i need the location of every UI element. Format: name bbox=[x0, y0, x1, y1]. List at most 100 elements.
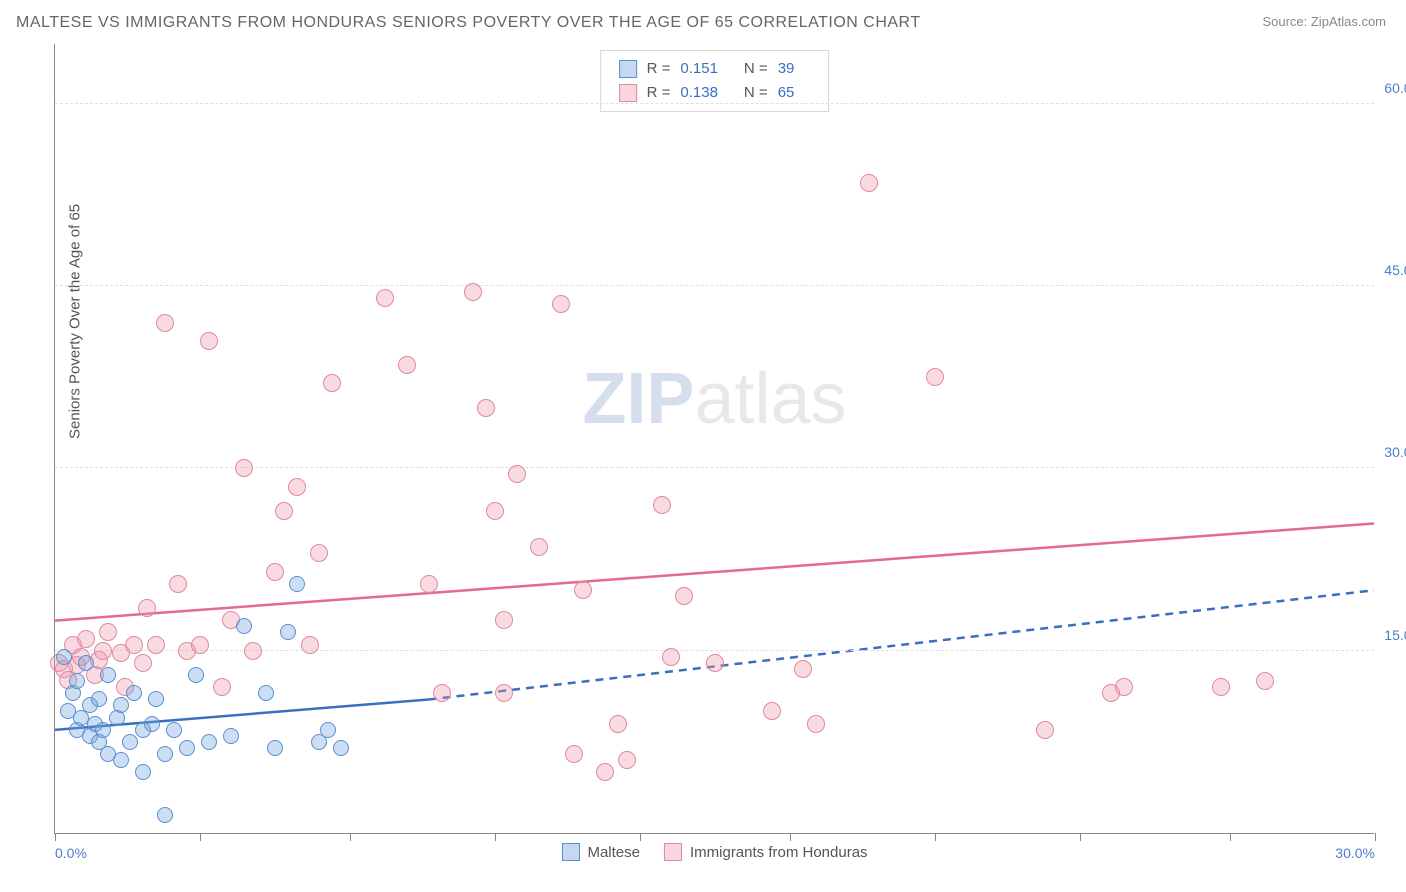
legend-item-pink: Immigrants from Honduras bbox=[664, 843, 868, 861]
series-legend: Maltese Immigrants from Honduras bbox=[561, 843, 867, 861]
trend-line bbox=[429, 590, 1374, 699]
scatter-point-blue bbox=[95, 722, 111, 738]
scatter-point-blue bbox=[267, 740, 283, 756]
scatter-point-pink bbox=[552, 295, 570, 313]
x-tick bbox=[935, 833, 936, 841]
scatter-point-pink bbox=[420, 575, 438, 593]
scatter-point-pink bbox=[200, 332, 218, 350]
scatter-point-pink bbox=[794, 660, 812, 678]
scatter-point-blue bbox=[78, 655, 94, 671]
scatter-point-pink bbox=[609, 715, 627, 733]
scatter-point-pink bbox=[301, 636, 319, 654]
scatter-point-blue bbox=[135, 764, 151, 780]
scatter-point-pink bbox=[508, 465, 526, 483]
scatter-point-pink bbox=[1212, 678, 1230, 696]
scatter-point-blue bbox=[91, 691, 107, 707]
scatter-point-pink bbox=[653, 496, 671, 514]
watermark-atlas: atlas bbox=[694, 359, 846, 439]
scatter-point-blue bbox=[179, 740, 195, 756]
scatter-point-blue bbox=[157, 807, 173, 823]
trend-line bbox=[55, 523, 1374, 620]
scatter-point-blue bbox=[333, 740, 349, 756]
scatter-point-blue bbox=[320, 722, 336, 738]
scatter-point-blue bbox=[166, 722, 182, 738]
scatter-point-pink bbox=[1036, 721, 1054, 739]
r-label: R = bbox=[647, 57, 671, 81]
scatter-point-pink bbox=[706, 654, 724, 672]
chart-title: MALTESE VS IMMIGRANTS FROM HONDURAS SENI… bbox=[16, 14, 921, 32]
n-label: N = bbox=[744, 81, 768, 105]
scatter-point-blue bbox=[258, 685, 274, 701]
scatter-point-pink bbox=[288, 478, 306, 496]
swatch-blue-icon bbox=[619, 60, 637, 78]
scatter-point-pink bbox=[266, 563, 284, 581]
swatch-pink-icon bbox=[664, 843, 682, 861]
scatter-point-pink bbox=[926, 368, 944, 386]
r-value-pink: 0.138 bbox=[680, 81, 718, 105]
scatter-point-pink bbox=[244, 642, 262, 660]
x-tick-label: 30.0% bbox=[1335, 845, 1375, 861]
scatter-point-pink bbox=[235, 459, 253, 477]
watermark-text: ZIPatlas bbox=[582, 358, 846, 440]
scatter-point-blue bbox=[113, 697, 129, 713]
legend-item-blue: Maltese bbox=[561, 843, 640, 861]
scatter-point-blue bbox=[236, 618, 252, 634]
x-tick bbox=[1230, 833, 1231, 841]
scatter-point-pink bbox=[1256, 672, 1274, 690]
scatter-point-pink bbox=[495, 684, 513, 702]
x-tick bbox=[1080, 833, 1081, 841]
x-tick bbox=[1375, 833, 1376, 841]
scatter-point-pink bbox=[675, 587, 693, 605]
r-value-blue: 0.151 bbox=[680, 57, 718, 81]
n-value-blue: 39 bbox=[778, 57, 795, 81]
swatch-blue-icon bbox=[561, 843, 579, 861]
scatter-point-pink bbox=[1115, 678, 1133, 696]
legend-label-blue: Maltese bbox=[587, 844, 640, 861]
scatter-point-pink bbox=[807, 715, 825, 733]
scatter-point-pink bbox=[138, 599, 156, 617]
y-tick-label: 30.0% bbox=[1384, 444, 1406, 460]
x-tick bbox=[640, 833, 641, 841]
scatter-point-blue bbox=[188, 667, 204, 683]
n-value-pink: 65 bbox=[778, 81, 795, 105]
scatter-point-blue bbox=[113, 752, 129, 768]
scatter-point-pink bbox=[275, 502, 293, 520]
scatter-point-pink bbox=[398, 356, 416, 374]
scatter-point-pink bbox=[310, 544, 328, 562]
scatter-point-pink bbox=[574, 581, 592, 599]
x-tick bbox=[55, 833, 56, 841]
scatter-point-pink bbox=[191, 636, 209, 654]
gridline bbox=[55, 285, 1374, 286]
legend-label-pink: Immigrants from Honduras bbox=[690, 844, 868, 861]
scatter-point-pink bbox=[495, 611, 513, 629]
scatter-point-blue bbox=[157, 746, 173, 762]
x-tick bbox=[495, 833, 496, 841]
scatter-point-pink bbox=[156, 314, 174, 332]
scatter-point-blue bbox=[148, 691, 164, 707]
scatter-point-pink bbox=[94, 642, 112, 660]
scatter-point-pink bbox=[530, 538, 548, 556]
scatter-point-blue bbox=[144, 716, 160, 732]
scatter-point-blue bbox=[201, 734, 217, 750]
y-tick-label: 45.0% bbox=[1384, 262, 1406, 278]
scatter-point-pink bbox=[134, 654, 152, 672]
gridline bbox=[55, 103, 1374, 104]
swatch-pink-icon bbox=[619, 84, 637, 102]
trend-lines-svg bbox=[55, 44, 1374, 833]
scatter-point-blue bbox=[100, 667, 116, 683]
scatter-point-pink bbox=[662, 648, 680, 666]
scatter-point-blue bbox=[280, 624, 296, 640]
scatter-point-pink bbox=[99, 623, 117, 641]
scatter-point-pink bbox=[376, 289, 394, 307]
x-tick bbox=[200, 833, 201, 841]
scatter-point-blue bbox=[69, 673, 85, 689]
y-tick-label: 15.0% bbox=[1384, 627, 1406, 643]
source-label: Source: ZipAtlas.com bbox=[1262, 14, 1386, 29]
watermark-zip: ZIP bbox=[582, 359, 694, 439]
scatter-point-pink bbox=[464, 283, 482, 301]
y-axis-label: Seniors Poverty Over the Age of 65 bbox=[67, 203, 84, 438]
scatter-point-blue bbox=[126, 685, 142, 701]
scatter-point-pink bbox=[147, 636, 165, 654]
scatter-point-pink bbox=[323, 374, 341, 392]
n-label: N = bbox=[744, 57, 768, 81]
